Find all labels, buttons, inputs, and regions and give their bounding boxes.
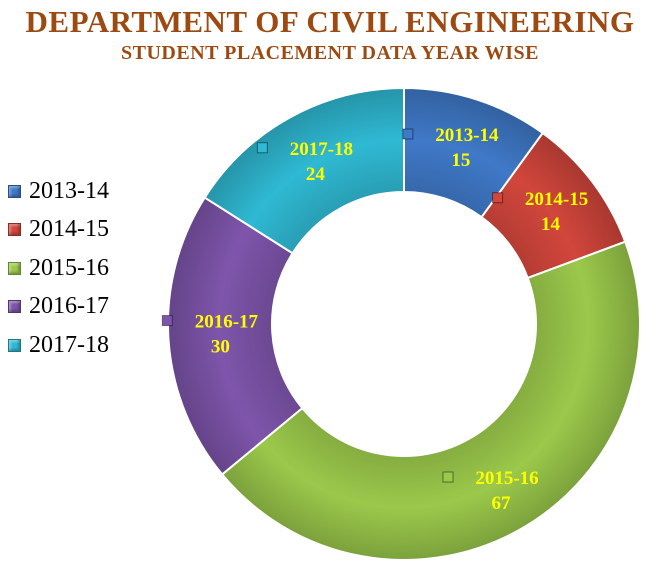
- data-label-2017-18: 2017-18 24: [256, 139, 353, 185]
- legend-label: 2013-14: [29, 177, 109, 204]
- data-label-value: 30: [211, 337, 230, 358]
- slice-2016-17: [167, 196, 304, 476]
- slice-2017-18: [203, 86, 405, 255]
- data-label-2015-16: 2015-16 67: [442, 468, 539, 514]
- legend-swatch: [8, 338, 21, 352]
- data-label-value: 15: [451, 150, 470, 171]
- legend-item-2015-16: 2015-16: [8, 249, 109, 288]
- legend-item-2013-14: 2013-14: [8, 172, 109, 211]
- data-labels-group: 2013-14 15 2014-15 14 2015-16 67 2016-17 30 2017…: [161, 125, 588, 514]
- slices-group: [167, 86, 641, 561]
- data-label-swatch: [161, 315, 173, 327]
- data-label-category: 2015-16: [475, 468, 538, 489]
- data-label-category: 2013-14: [435, 125, 499, 146]
- legend-item-2017-18: 2017-18: [8, 326, 109, 365]
- chart-title: DEPARTMENT OF CIVIL ENGINEERING: [25, 4, 635, 39]
- chart-subtitle: STUDENT PLACEMENT DATA YEAR WISE: [121, 42, 539, 64]
- legend-item-2016-17: 2016-17: [8, 288, 109, 327]
- data-label-swatch: [402, 128, 414, 140]
- data-label-swatch: [256, 142, 268, 154]
- data-label-2014-15: 2014-15 14: [492, 189, 588, 235]
- data-label-category: 2014-15: [525, 189, 588, 210]
- legend-swatch: [8, 261, 21, 275]
- legend-label: 2017-18: [29, 331, 109, 358]
- data-label-value: 24: [306, 164, 326, 185]
- legend-swatch: [8, 300, 21, 314]
- data-label-swatch: [442, 471, 454, 483]
- data-label-category: 2016-17: [195, 312, 259, 333]
- legend-label: 2014-15: [29, 216, 109, 243]
- data-label-category: 2017-18: [290, 139, 353, 160]
- legend-swatch: [8, 184, 21, 198]
- legend-swatch: [8, 223, 21, 237]
- data-label-value: 67: [492, 493, 512, 514]
- legend-item-2014-15: 2014-15: [8, 211, 109, 250]
- data-label-2013-14: 2013-14 15: [402, 125, 499, 171]
- data-label-swatch: [492, 192, 504, 204]
- slice-2015-16: [220, 240, 641, 561]
- data-label-2016-17: 2016-17 30: [161, 312, 259, 358]
- legend: 2013-14 2014-15 2015-16 2016-17 2017-18: [8, 172, 109, 365]
- legend-label: 2015-16: [29, 254, 109, 281]
- legend-label: 2016-17: [29, 293, 109, 320]
- data-label-value: 14: [541, 214, 561, 235]
